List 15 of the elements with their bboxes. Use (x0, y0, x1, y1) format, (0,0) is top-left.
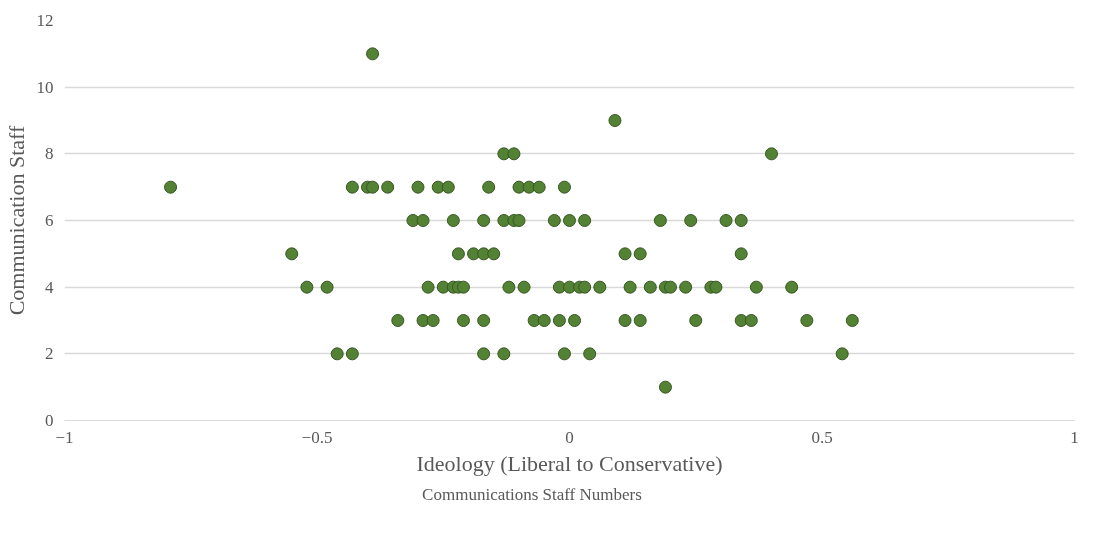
y-tick-label: 2 (45, 344, 54, 364)
text: Communications Staff Numbers (422, 485, 642, 505)
x-tick-label: 1 (1070, 427, 1079, 447)
y-tick-label: 12 (36, 11, 54, 30)
y-tick-label: 4 (45, 277, 54, 297)
x-axis-title: Ideology (Liberal to Conservative) (416, 450, 723, 476)
x-tick-label: 0.5 (811, 427, 833, 447)
y-tick-label: 6 (45, 211, 54, 230)
x-tick-label: −0.5 (301, 427, 333, 447)
x-tick-label: −1 (55, 427, 74, 447)
x-tick-label: 0 (565, 427, 574, 447)
y-tick-label: 0 (45, 411, 54, 430)
y-tick-label: 10 (36, 77, 54, 97)
y-axis-title: Communication Staff (3, 125, 29, 316)
y-tick-label: 8 (45, 144, 54, 164)
